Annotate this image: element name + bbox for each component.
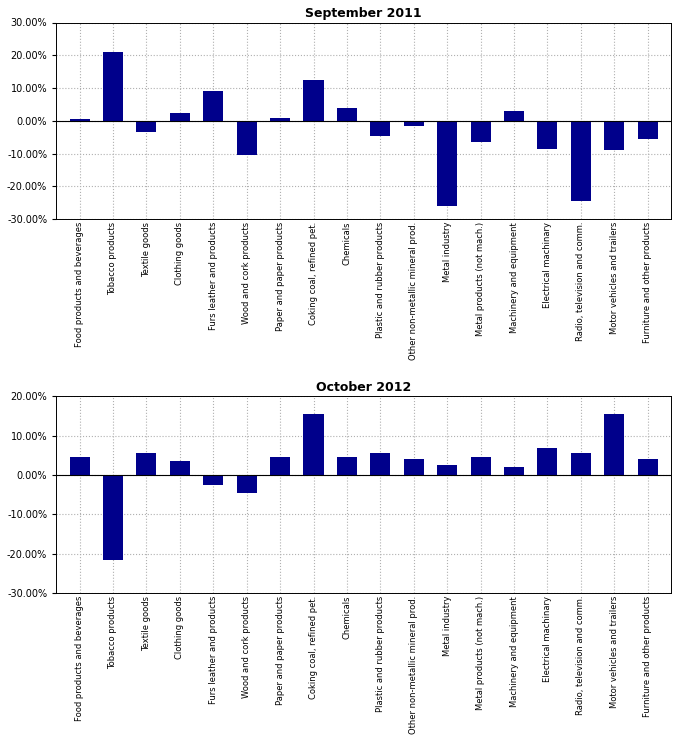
Bar — [103, 52, 123, 121]
Bar — [538, 448, 557, 475]
Bar — [304, 414, 323, 475]
Bar — [571, 121, 591, 201]
Bar — [136, 121, 157, 132]
Bar — [170, 113, 190, 121]
Bar — [637, 459, 658, 475]
Bar — [403, 121, 424, 126]
Bar — [203, 91, 223, 121]
Bar — [504, 468, 524, 475]
Bar — [270, 457, 290, 475]
Bar — [70, 457, 89, 475]
Bar — [538, 121, 557, 149]
Bar — [337, 457, 357, 475]
Bar — [637, 121, 658, 139]
Bar — [270, 118, 290, 121]
Bar — [103, 475, 123, 559]
Bar — [304, 80, 323, 121]
Bar — [237, 121, 257, 155]
Bar — [604, 121, 624, 150]
Title: October 2012: October 2012 — [316, 381, 412, 394]
Bar — [70, 119, 89, 121]
Bar — [370, 121, 391, 136]
Bar — [403, 459, 424, 475]
Bar — [370, 453, 391, 475]
Bar — [571, 453, 591, 475]
Bar — [203, 475, 223, 485]
Bar — [237, 475, 257, 493]
Bar — [437, 121, 457, 206]
Bar — [437, 465, 457, 475]
Bar — [471, 457, 491, 475]
Title: September 2011: September 2011 — [305, 7, 422, 20]
Bar — [170, 462, 190, 475]
Bar — [471, 121, 491, 142]
Bar — [504, 111, 524, 121]
Bar — [337, 107, 357, 121]
Bar — [604, 414, 624, 475]
Bar — [136, 453, 157, 475]
